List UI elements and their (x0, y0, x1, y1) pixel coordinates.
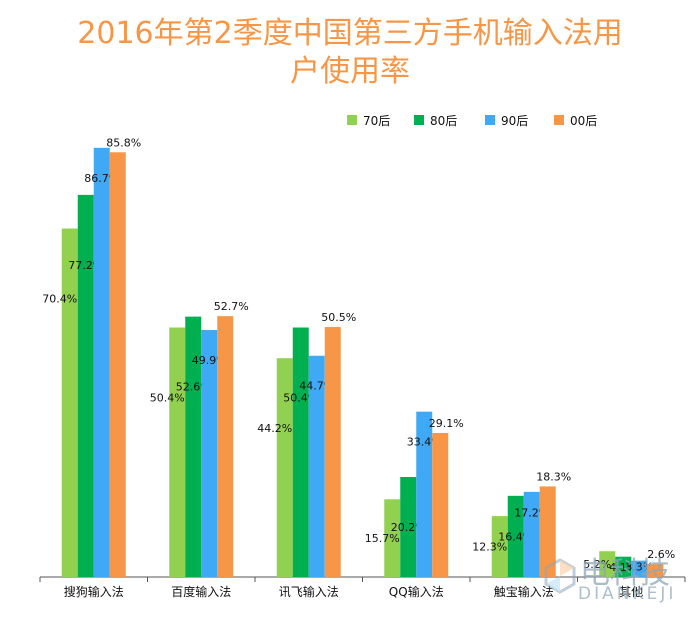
legend-label-90s: 90后 (501, 113, 529, 128)
data-label: 12.3% (472, 541, 507, 554)
bar-90后-4 (523, 491, 540, 577)
data-label: 5.2% (583, 558, 611, 571)
bar-90后-3 (416, 411, 433, 577)
data-label: 50.5% (321, 311, 356, 324)
data-label: 44.2% (257, 422, 292, 435)
legend-swatch-90s (485, 115, 495, 125)
data-label: 70.4% (42, 293, 77, 306)
bar-90后-1 (201, 329, 218, 577)
bar-80后-3 (400, 477, 417, 577)
bar-80后-2 (292, 327, 309, 577)
chart-title-line2: 户使用率 (290, 54, 410, 89)
legend-label-80s: 80后 (430, 113, 458, 128)
bar-70后-2 (276, 358, 293, 577)
watermark-text-en: DIANKEJI (578, 584, 677, 604)
bar-90后-0 (93, 147, 110, 577)
x-tick-label: 百度输入法 (171, 584, 231, 599)
data-label: 18.3% (536, 470, 571, 483)
bar-90后-5 (631, 560, 648, 577)
legend-item-70s: 70后 (347, 112, 390, 128)
bar-80后-1 (185, 316, 202, 577)
bar-70后-5 (599, 551, 616, 577)
data-label: 52.7% (214, 300, 249, 313)
bar-70后-1 (169, 327, 186, 577)
bar-00后-1 (217, 316, 234, 577)
legend-item-90s: 90后 (485, 112, 528, 128)
bar-70后-4 (491, 516, 508, 577)
data-label: 3.3% (625, 560, 653, 573)
x-tick-label: QQ输入法 (389, 584, 444, 599)
data-label: 85.8% (106, 136, 141, 149)
bar-00后-4 (539, 486, 556, 577)
x-tick-label: 触宝输入法 (494, 584, 554, 599)
data-label: 50.4% (150, 392, 185, 405)
bar-00后-0 (109, 152, 126, 578)
chart-title-line1: 2016年第2季度中国第三方手机输入法用 (77, 16, 623, 51)
bar-00后-2 (324, 327, 341, 577)
x-tick-label: 搜狗输入法 (64, 584, 124, 599)
bar-00后-3 (432, 432, 449, 577)
watermark-logo-icon (544, 558, 576, 594)
bar-70后-3 (384, 499, 401, 577)
legend-swatch-80s (414, 115, 424, 125)
x-tick-label: 其他 (619, 585, 643, 599)
watermark-text-cn: 电科技 (580, 556, 670, 591)
bar-00后-5 (647, 564, 664, 577)
bar-90后-2 (308, 355, 325, 577)
data-label: 4.1% (609, 561, 637, 574)
legend-label-70s: 70后 (363, 113, 391, 128)
data-label: 2.6% (647, 548, 675, 561)
legend-swatch-70s (347, 115, 357, 125)
bar-70后-0 (61, 228, 78, 577)
x-tick-label: 讯飞输入法 (279, 584, 339, 599)
legend-item-00s: 00后 (554, 112, 597, 128)
data-label: 29.1% (429, 417, 464, 430)
data-label: 15.7% (365, 532, 400, 545)
legend-swatch-00s (554, 115, 564, 125)
legend-item-80s: 80后 (414, 112, 457, 128)
bar-80后-4 (507, 495, 524, 577)
legend-label-00s: 00后 (570, 113, 598, 128)
bar-80后-5 (615, 556, 632, 577)
bar-80后-0 (77, 194, 94, 578)
